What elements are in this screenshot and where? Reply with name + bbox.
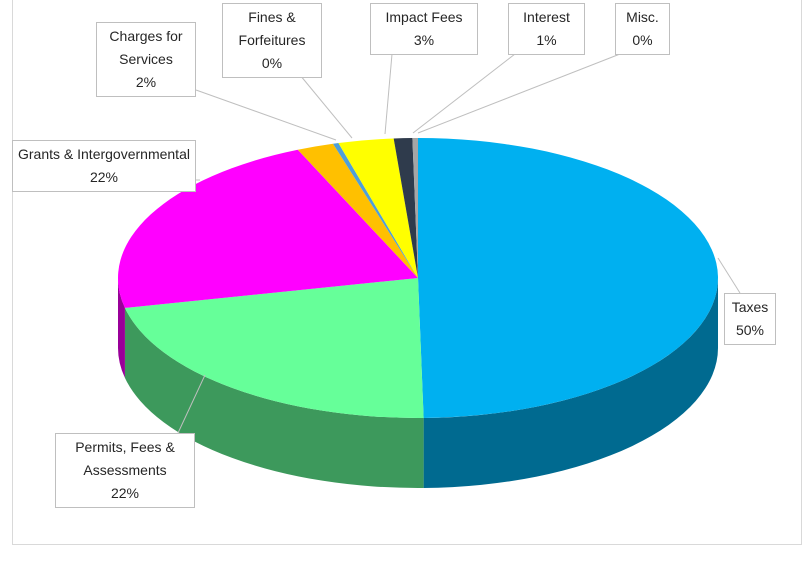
slice bbox=[393, 138, 418, 278]
slice bbox=[332, 143, 418, 278]
slice-side bbox=[124, 307, 424, 488]
label-name: Impact Fees bbox=[385, 9, 463, 25]
label-value: 0% bbox=[261, 55, 283, 71]
label-name: Misc. bbox=[626, 9, 659, 25]
leader-line bbox=[299, 74, 353, 139]
slice-tops bbox=[117, 138, 718, 418]
slice-side bbox=[118, 278, 125, 378]
leader-line bbox=[412, 53, 516, 134]
label-name: Interest bbox=[523, 9, 570, 25]
leader-line bbox=[384, 53, 393, 135]
label-value: 22% bbox=[110, 485, 140, 501]
slice-side bbox=[423, 278, 718, 488]
data-label: Permits, Fees & Assessments 22% bbox=[55, 433, 195, 508]
label-name: Charges for Services bbox=[109, 28, 183, 67]
leader-line bbox=[177, 374, 206, 434]
data-label: Interest 1% bbox=[508, 3, 585, 55]
label-name: Grants & Intergovernmental bbox=[18, 146, 190, 162]
leader-line bbox=[195, 89, 337, 141]
data-label: Misc. 0% bbox=[615, 3, 670, 55]
label-value: 0% bbox=[632, 32, 653, 48]
slice bbox=[124, 278, 424, 418]
leader-line bbox=[417, 53, 621, 134]
data-label: Fines & Forfeitures 0% bbox=[222, 3, 322, 78]
label-value: 1% bbox=[536, 32, 557, 48]
label-value: 50% bbox=[735, 322, 765, 338]
slice bbox=[412, 138, 418, 278]
leader-line bbox=[717, 257, 741, 294]
data-label: Taxes 50% bbox=[724, 293, 776, 345]
slice bbox=[297, 143, 418, 278]
chart-frame bbox=[12, 0, 802, 545]
label-value: 2% bbox=[135, 74, 157, 90]
data-label: Grants & Intergovernmental 22% bbox=[12, 140, 196, 192]
data-label: Impact Fees 3% bbox=[370, 3, 478, 55]
slice bbox=[338, 138, 418, 278]
slice-sides bbox=[118, 278, 718, 488]
label-name: Fines & Forfeitures bbox=[238, 9, 306, 48]
label-value: 22% bbox=[89, 169, 119, 185]
label-name: Taxes bbox=[731, 299, 769, 315]
slice bbox=[418, 138, 718, 418]
label-name: Permits, Fees & Assessments bbox=[75, 439, 175, 478]
label-value: 3% bbox=[413, 32, 435, 48]
data-label: Charges for Services 2% bbox=[96, 22, 196, 97]
